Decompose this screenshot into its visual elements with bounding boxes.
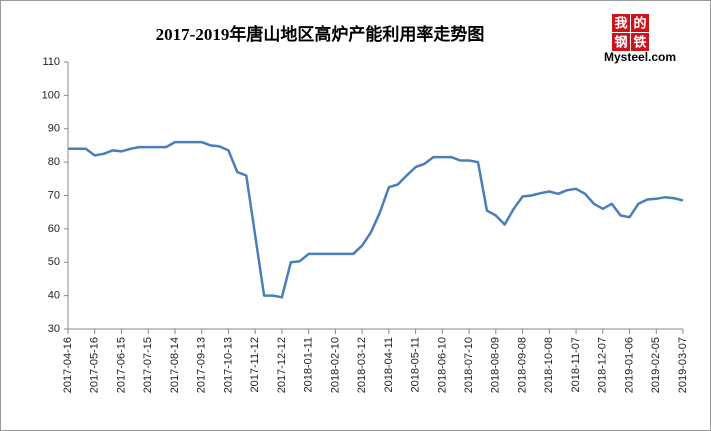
x-tick-label: 2018-10-08 — [543, 337, 555, 393]
y-tick-label: 50 — [48, 256, 60, 268]
x-tick-label: 2018-07-10 — [463, 337, 475, 393]
y-tick-label: 60 — [48, 223, 60, 235]
x-tick-label: 2017-07-15 — [142, 337, 154, 393]
x-tick-label: 2018-02-10 — [329, 337, 341, 393]
x-tick-label: 2017-12-12 — [276, 337, 288, 393]
x-tick-label: 2017-11-12 — [249, 337, 261, 392]
logo-brand: Mysteel.com — [604, 50, 676, 64]
x-tick-label: 2018-04-11 — [383, 337, 395, 392]
x-tick-label: 2018-01-11 — [303, 337, 315, 392]
x-tick-label: 2017-05-16 — [89, 337, 101, 393]
y-tick-label: 70 — [48, 189, 60, 201]
x-tick-label: 2019-01-06 — [623, 337, 635, 393]
logo-block — [631, 14, 649, 32]
logo-block — [631, 33, 649, 51]
x-tick-label: 2017-08-14 — [169, 337, 181, 393]
x-tick-label: 2018-03-12 — [356, 337, 368, 393]
data-line — [68, 140, 684, 299]
logo-char: 铁 — [632, 34, 646, 49]
y-tick-label: 30 — [48, 323, 60, 335]
x-tick-label: 2018-11-07 — [570, 337, 582, 392]
y-tick-label: 100 — [42, 89, 60, 101]
x-tick-label: 2018-12-07 — [597, 337, 609, 393]
x-tick-label: 2017-09-13 — [196, 337, 208, 393]
x-tick-label: 2018-05-11 — [410, 337, 422, 392]
y-tick-label: 90 — [48, 123, 60, 135]
logo-block — [612, 14, 630, 32]
chart-title: 2017-2019年唐山地区高炉产能利用率走势图 — [156, 24, 485, 44]
x-tick-label: 2018-06-10 — [436, 337, 448, 393]
x-tick-label: 2017-06-15 — [115, 337, 127, 393]
y-tick-label: 110 — [42, 56, 60, 68]
logo: 我 的 钢 铁 Mysteel.com — [604, 14, 676, 64]
x-tick-label: 2017-10-13 — [222, 337, 234, 393]
x-tick-label: 2019-02-05 — [650, 337, 662, 393]
logo-char: 我 — [614, 15, 627, 30]
x-tick-label: 2019-03-07 — [677, 337, 689, 393]
y-tick-label: 40 — [48, 290, 60, 302]
x-tick-label: 2018-08-09 — [490, 337, 502, 393]
y-tick-label: 80 — [48, 156, 60, 168]
logo-char: 的 — [633, 15, 646, 30]
logo-char: 钢 — [614, 34, 627, 49]
logo-block — [612, 33, 630, 51]
x-tick-label: 2018-09-08 — [516, 337, 528, 393]
x-tick-label: 2017-04-16 — [62, 337, 74, 393]
